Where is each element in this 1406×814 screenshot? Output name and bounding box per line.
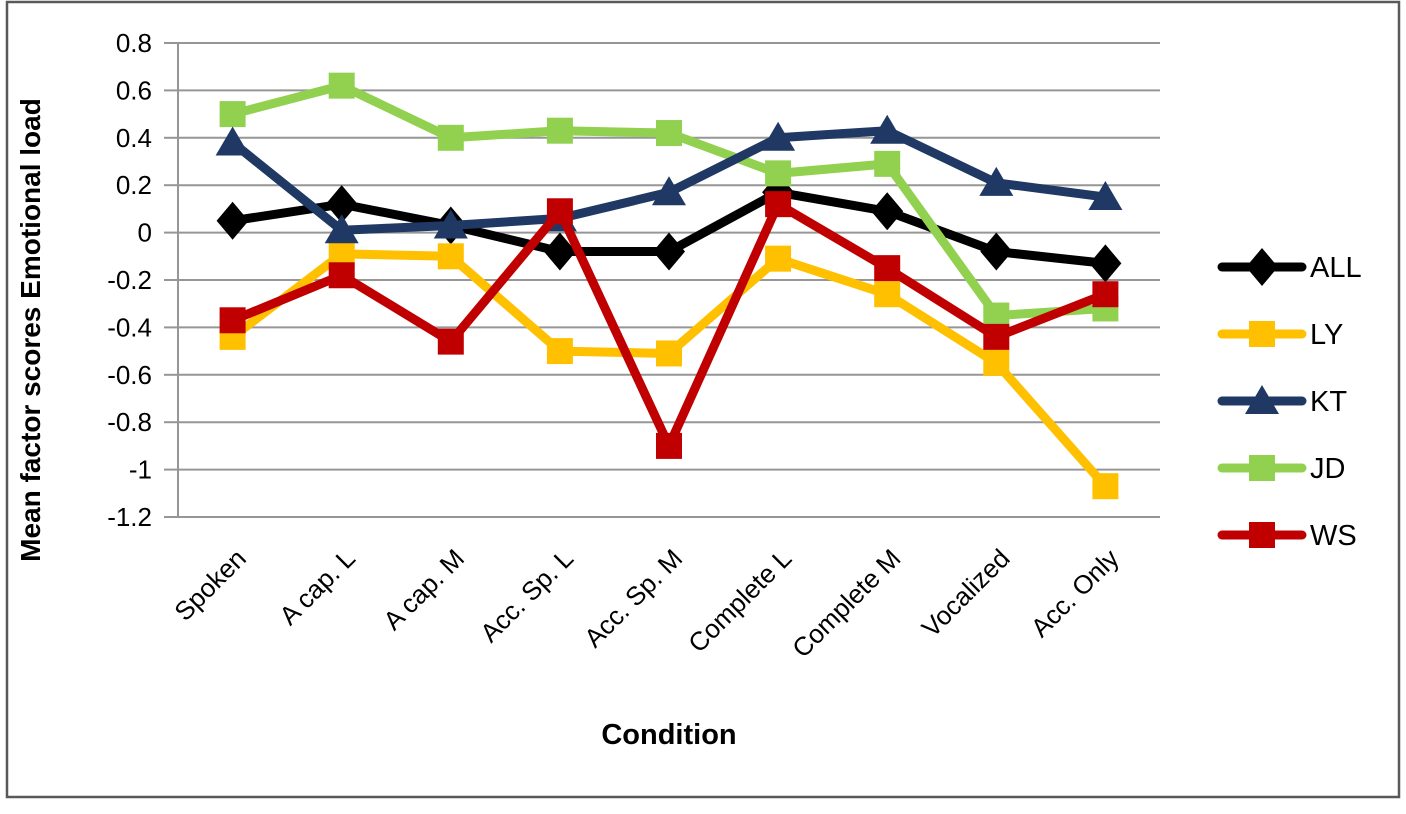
marker-LY-6	[874, 281, 901, 308]
marker-JD-6	[874, 150, 901, 177]
marker-KT-6	[870, 114, 905, 144]
y-tick-label: -1	[129, 455, 152, 485]
legend-marker-KT	[1245, 385, 1279, 414]
marker-JD-4	[656, 120, 682, 147]
legend-marker-ALL	[1246, 248, 1278, 286]
marker-ALL-7	[980, 232, 1013, 271]
y-axis-title: Mean factor scores Emotional load	[15, 98, 46, 562]
marker-JD-1	[328, 72, 355, 99]
marker-KT-8	[1088, 181, 1123, 211]
legend-label-LY: LY	[1310, 319, 1343, 351]
y-tick-label: -0.8	[107, 407, 152, 437]
marker-JD-5	[765, 160, 792, 187]
marker-LY-4	[656, 340, 682, 367]
marker-WS-4	[656, 432, 682, 459]
marker-KT-5	[761, 121, 796, 151]
y-tick-label: 0.6	[116, 75, 152, 105]
legend-label-ALL: ALL	[1310, 252, 1362, 284]
marker-JD-3	[546, 117, 573, 144]
marker-ALL-4	[653, 232, 685, 271]
marker-KT-2	[433, 209, 468, 239]
legend-marker-JD	[1249, 455, 1275, 481]
y-tick-label: -0.2	[107, 265, 152, 295]
figure-border	[5, 0, 1401, 799]
legend-marker-WS	[1249, 522, 1275, 548]
marker-WS-8	[1092, 281, 1119, 308]
marker-LY-3	[546, 338, 573, 365]
marker-WS-3	[546, 198, 573, 225]
marker-LY-5	[765, 245, 792, 272]
marker-KT-7	[979, 166, 1014, 196]
marker-JD-2	[437, 124, 464, 151]
marker-ALL-6	[871, 192, 904, 231]
marker-WS-1	[328, 262, 355, 289]
marker-LY-8	[1092, 473, 1119, 500]
marker-WS-0	[219, 307, 246, 334]
marker-LY-7	[983, 349, 1010, 376]
y-tick-label: 0.4	[116, 123, 152, 153]
y-tick-label: 0.2	[116, 170, 152, 200]
marker-KT-1	[324, 214, 359, 244]
marker-ALL-8	[1089, 244, 1122, 283]
y-tick-label: 0	[138, 218, 152, 248]
marker-ALL-3	[543, 232, 576, 271]
y-tick-label: -0.4	[107, 312, 152, 342]
legend-label-KT: KT	[1310, 386, 1347, 418]
marker-KT-4	[652, 176, 686, 206]
marker-LY-2	[437, 243, 464, 270]
legend-label-JD: JD	[1310, 453, 1345, 485]
x-axis-title: Condition	[601, 719, 736, 751]
legend-marker-LY	[1249, 321, 1275, 347]
marker-JD-0	[219, 101, 246, 128]
legend-label-WS: WS	[1310, 520, 1357, 552]
marker-ALL-0	[216, 201, 249, 240]
y-tick-label: 0.8	[116, 28, 152, 58]
y-tick-label: -1.2	[107, 502, 152, 532]
marker-WS-2	[437, 328, 464, 355]
marker-WS-5	[765, 191, 792, 218]
marker-KT-0	[215, 126, 250, 156]
y-tick-label: -0.6	[107, 360, 152, 390]
marker-ALL-1	[325, 185, 358, 224]
marker-WS-6	[874, 255, 901, 282]
marker-WS-7	[983, 323, 1010, 350]
